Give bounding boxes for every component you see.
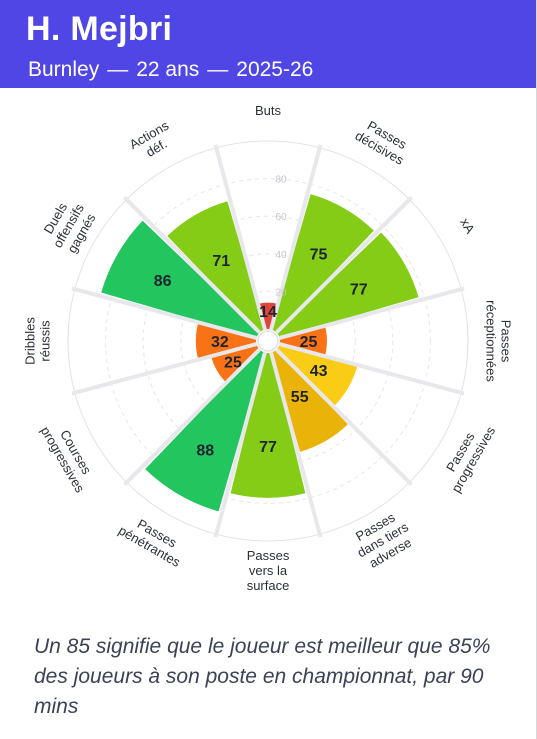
- bar-6: [271, 349, 348, 452]
- category-label: Dribblesréussis: [23, 317, 53, 365]
- data-label: 43: [310, 363, 328, 380]
- scale-tick-label: 20: [275, 287, 287, 298]
- segment-divider: [269, 144, 323, 330]
- data-label: 25: [224, 354, 242, 371]
- data-label: 71: [212, 253, 230, 270]
- category-label: Passes vers la surface: [247, 548, 290, 593]
- segment-divider: [213, 144, 267, 330]
- bar-3: [276, 232, 419, 338]
- bar-5: [276, 344, 358, 406]
- segment-divider: [213, 352, 267, 538]
- segment-divider: [269, 352, 323, 538]
- club-name: Burnley: [28, 58, 100, 81]
- bar-1: [258, 302, 278, 330]
- bar-7: [230, 352, 306, 498]
- segment-divider: [71, 286, 257, 340]
- segment-divider: [279, 342, 465, 396]
- scale-tick-label: 60: [275, 212, 287, 223]
- grid-ring: [105, 178, 431, 504]
- category-label: Buts: [255, 103, 282, 118]
- segment-divider: [275, 348, 413, 486]
- segment-divider: [123, 196, 261, 334]
- card-header: H. Mejbri Burnley — 22 ans — 2025-26: [0, 0, 536, 88]
- separator: —: [107, 58, 129, 81]
- player-name: H. Mejbri: [26, 10, 173, 48]
- season: 2025-26: [236, 58, 314, 81]
- scale-tick-label: 80: [275, 175, 287, 186]
- bar-8: [145, 349, 265, 512]
- scale-tick-label: 40: [275, 250, 287, 261]
- footnote: Un 85 signifie que le joueur est meilleu…: [34, 635, 491, 718]
- data-label: 88: [196, 443, 214, 460]
- player-subtitle: Burnley — 22 ans — 2025-26: [28, 58, 313, 82]
- separator: —: [207, 58, 229, 81]
- data-label: 86: [154, 273, 172, 290]
- bar-2: [271, 194, 374, 333]
- bar-10: [195, 323, 257, 359]
- bar-4: [279, 326, 328, 356]
- data-label: 77: [350, 282, 368, 299]
- center-hole: [257, 330, 279, 352]
- category-label: Duelsoffensifsgagnés: [37, 193, 100, 258]
- player-age: 22 ans: [136, 58, 200, 81]
- category-label: xA: [457, 215, 478, 236]
- segment-divider: [279, 286, 465, 340]
- segment-divider: [123, 348, 261, 486]
- bar-9: [211, 344, 260, 382]
- bar-12: [167, 201, 265, 333]
- category-label: Passesdécisives: [353, 115, 415, 168]
- bar-11: [101, 220, 260, 338]
- category-label: Actionsdéf.: [127, 117, 179, 165]
- segment-divider: [71, 342, 257, 396]
- segment-divider: [275, 196, 413, 334]
- data-label: 77: [259, 439, 277, 456]
- data-label: 55: [291, 389, 309, 406]
- data-label: 25: [300, 334, 318, 351]
- category-label: Passesréceptionnées: [484, 300, 514, 382]
- data-label: 14: [259, 304, 277, 321]
- data-label: 75: [310, 247, 328, 264]
- data-label: 32: [211, 334, 229, 351]
